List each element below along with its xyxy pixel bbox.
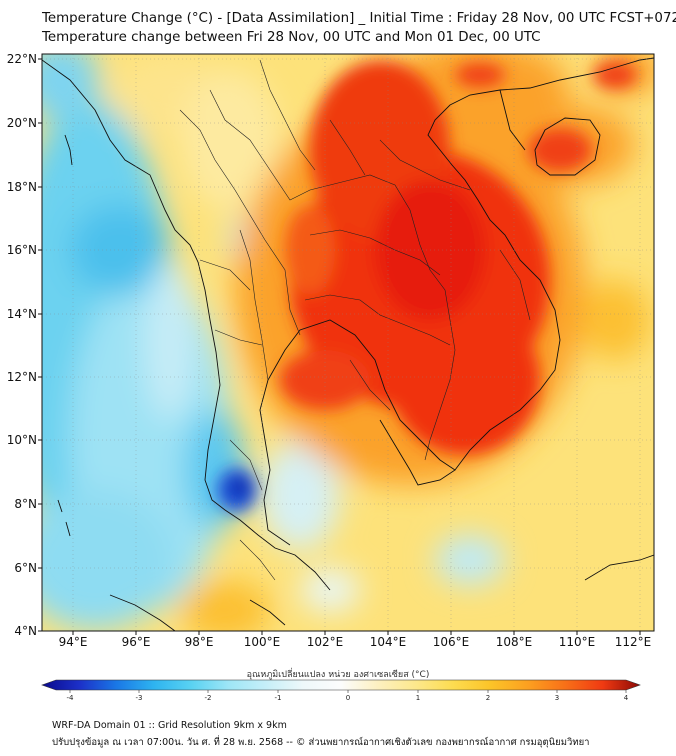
lon-label: 106°E [433, 635, 470, 649]
colorbar-tick: 0 [346, 694, 350, 702]
colorbar-tick: 3 [555, 694, 559, 702]
lat-label: 12°N [7, 370, 37, 384]
lon-label: 98°E [185, 635, 214, 649]
lon-label: 104°E [370, 635, 407, 649]
lat-label: 14°N [7, 307, 37, 321]
graticule [42, 54, 654, 631]
map-frame [41, 53, 655, 632]
lat-label: 10°N [7, 433, 37, 447]
lat-label: 16°N [7, 243, 37, 257]
colorbar-tick: -4 [67, 694, 75, 702]
lat-label: 18°N [7, 180, 37, 194]
temperature-change-map: 22°N 20°N 18°N 16°N 14°N 12°N 10°N 8°N 6… [7, 52, 655, 702]
colorbar-title: อุณหภูมิเปลี่ยนแปลง หน่วย องศาเซลเซียส (… [246, 670, 430, 680]
temperature-field [42, 54, 654, 631]
lat-label: 8°N [14, 497, 37, 511]
lon-label: 112°E [615, 635, 652, 649]
footer-model-info: WRF-DA Domain 01 :: Grid Resolution 9km … [52, 720, 287, 731]
colorbar-tick: -1 [275, 694, 282, 702]
axis-ticks [38, 58, 641, 635]
lon-label: 108°E [496, 635, 533, 649]
colorbar-tick: 4 [624, 694, 629, 702]
lat-label: 22°N [7, 52, 37, 66]
colorbar-tick: -2 [205, 694, 212, 702]
coastlines [42, 57, 654, 631]
lat-label: 20°N [7, 116, 37, 130]
lon-label: 110°E [559, 635, 596, 649]
colorbar-tick: -3 [136, 694, 143, 702]
colorbar-tick: 1 [416, 694, 420, 702]
footer-update-info: ปรับปรุงข้อมูล ณ เวลา 07:00น. วัน ศ. ที่… [52, 737, 590, 748]
lon-label: 96°E [122, 635, 151, 649]
colorbar-tick: 2 [486, 694, 490, 702]
lon-label: 102°E [307, 635, 344, 649]
lat-label: 4°N [14, 624, 37, 638]
map-subtitle: Temperature change between Fri 28 Nov, 0… [42, 30, 541, 45]
lon-label: 100°E [244, 635, 281, 649]
colorbar: -4 -3 -2 -1 0 1 2 3 4 [41, 679, 641, 702]
lat-label: 6°N [14, 561, 37, 575]
admin-borders [179, 59, 531, 581]
map-title: Temperature Change (°C) - [Data Assimila… [42, 11, 676, 26]
lon-label: 94°E [59, 635, 88, 649]
